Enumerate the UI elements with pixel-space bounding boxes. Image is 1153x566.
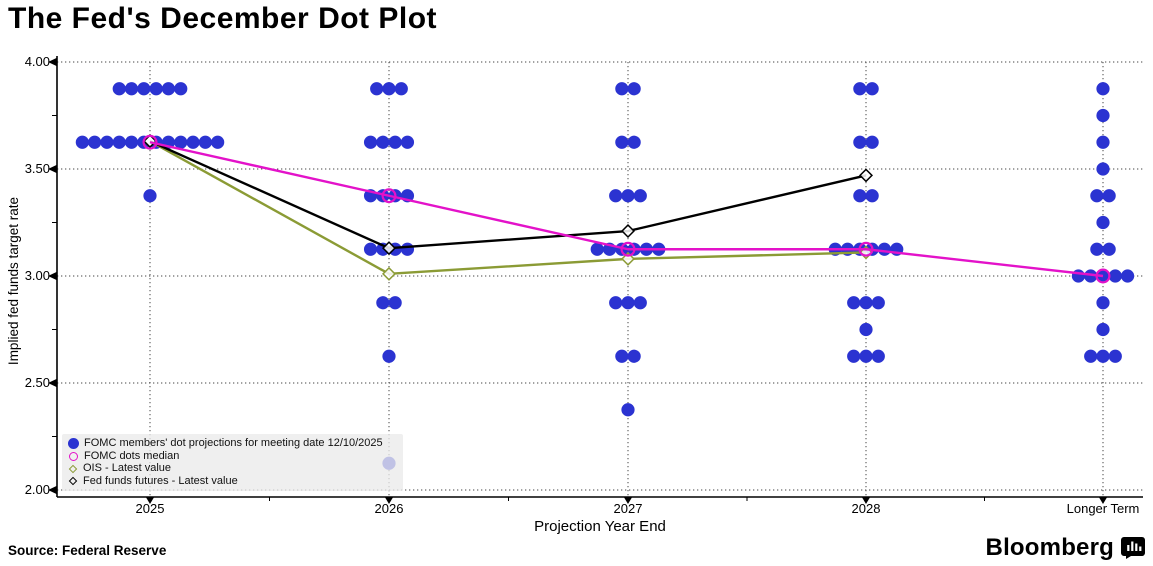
fomc-dot-projections — [75, 82, 1135, 470]
bloomberg-logo: Bloomberg — [986, 534, 1145, 562]
legend-item-fed-funds-futures: Fed funds futures - Latest value — [68, 475, 397, 488]
axes — [48, 56, 1143, 504]
y-tick-label: 4.00 — [24, 54, 50, 69]
legend-label: FOMC members' dot projections for meetin… — [84, 437, 383, 449]
fomc-median-line — [142, 134, 1111, 284]
legend-item-fomc-dots: FOMC members' dot projections for meetin… — [68, 437, 397, 450]
x-tick-label: Longer Term — [1066, 501, 1140, 516]
gridlines — [57, 61, 1143, 497]
y-tick-label: 2.00 — [24, 482, 50, 497]
source-credit: Source: Federal Reserve — [8, 543, 167, 558]
legend: FOMC members' dot projections for meetin… — [62, 434, 403, 491]
filled-circle-marker-icon — [68, 437, 79, 449]
bloomberg-terminal-icon — [1121, 537, 1145, 559]
y-tick-label: 2.50 — [24, 375, 50, 390]
futures-diamond-marker-icon — [68, 477, 78, 486]
fed-funds-futures-line — [142, 134, 874, 256]
x-axis-title: Projection Year End — [534, 518, 666, 535]
x-tick-label: 2027 — [613, 501, 643, 516]
y-tick-label: 3.50 — [24, 161, 50, 176]
legend-label: OIS - Latest value — [83, 462, 172, 475]
x-tick-label: 2028 — [851, 501, 881, 516]
legend-label: Fed funds futures - Latest value — [83, 475, 238, 488]
page-title: The Fed's December Dot Plot — [8, 2, 438, 35]
legend-item-ois: OIS - Latest value — [68, 462, 397, 475]
legend-item-fomc-median: FOMC dots median — [68, 450, 397, 463]
open-circle-marker-icon — [69, 451, 78, 461]
ois-diamond-marker-icon — [68, 464, 78, 473]
x-tick-label: 2025 — [135, 501, 165, 516]
ois-line — [142, 134, 874, 281]
x-tick-label: 2026 — [374, 501, 404, 516]
bloomberg-wordmark: Bloomberg — [985, 534, 1114, 561]
y-tick-label: 3.00 — [24, 268, 50, 283]
legend-label: FOMC dots median — [84, 449, 180, 462]
